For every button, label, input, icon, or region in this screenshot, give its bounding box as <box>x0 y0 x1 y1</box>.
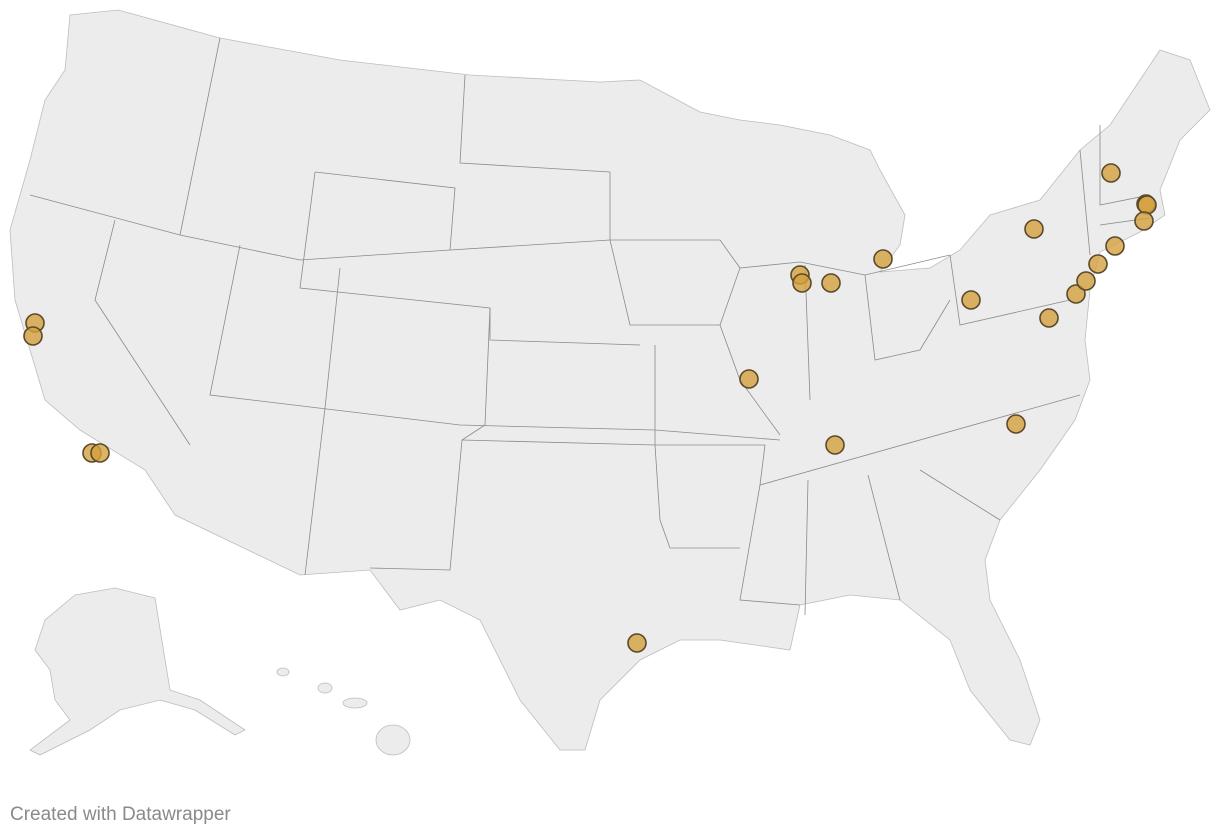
location-marker[interactable] <box>821 273 841 293</box>
location-marker[interactable] <box>1088 254 1108 274</box>
location-marker[interactable] <box>1066 284 1086 304</box>
alaska <box>29 587 246 756</box>
hawaii-island <box>342 697 368 709</box>
location-marker[interactable] <box>1137 195 1157 215</box>
location-marker[interactable] <box>825 435 845 455</box>
location-marker[interactable] <box>739 369 759 389</box>
us-map <box>9 9 1211 756</box>
location-markers <box>23 163 1157 653</box>
lower-48-landmass <box>9 9 1211 751</box>
location-marker[interactable] <box>1039 308 1059 328</box>
location-marker[interactable] <box>1076 271 1096 291</box>
location-marker[interactable] <box>1101 163 1121 183</box>
location-marker[interactable] <box>1024 219 1044 239</box>
hawaii-island <box>375 724 411 756</box>
location-marker[interactable] <box>1105 236 1125 256</box>
location-marker[interactable] <box>627 633 647 653</box>
location-marker[interactable] <box>873 249 893 269</box>
location-marker[interactable] <box>792 273 812 293</box>
location-marker[interactable] <box>1006 414 1026 434</box>
lower-48-states <box>9 9 1211 751</box>
alaska-landmass <box>29 587 246 756</box>
hawaii-island <box>276 667 290 677</box>
hawaii <box>276 667 411 756</box>
location-marker[interactable] <box>961 290 981 310</box>
location-marker[interactable] <box>90 443 110 463</box>
location-marker[interactable] <box>23 326 43 346</box>
location-marker[interactable] <box>1134 211 1154 231</box>
hawaii-island <box>317 682 333 694</box>
datawrapper-credit[interactable]: Created with Datawrapper <box>10 804 231 825</box>
